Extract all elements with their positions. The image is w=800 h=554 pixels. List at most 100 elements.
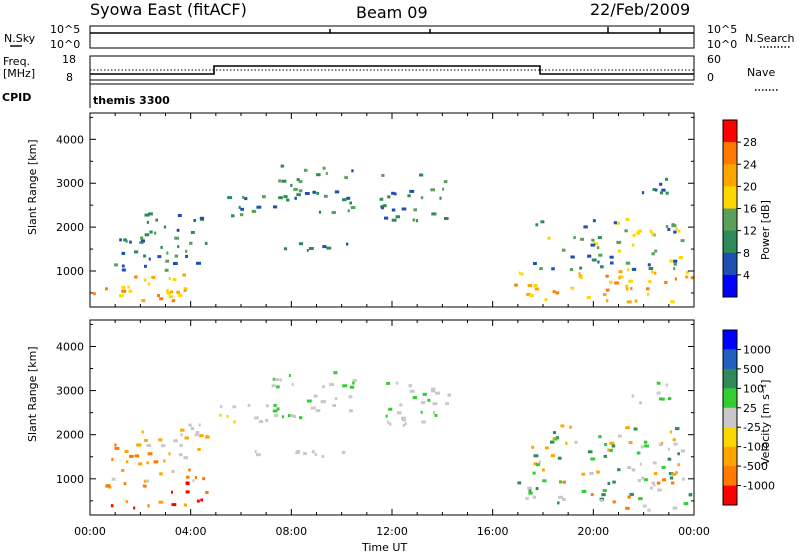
power-cell [325, 172, 328, 175]
velocity-cell [435, 391, 440, 395]
velocity-cell [133, 506, 136, 510]
power-cell [283, 247, 288, 251]
power-cell [129, 240, 132, 244]
velocity-cell [198, 423, 201, 427]
power-cell [673, 230, 677, 234]
power-cell [590, 243, 596, 247]
power-cell [148, 212, 153, 216]
power-cell [105, 287, 108, 291]
velocity-cell [671, 481, 675, 485]
power-cell [346, 196, 351, 200]
power-cell [168, 277, 171, 280]
power-cell [671, 224, 677, 228]
velocity-cell [633, 427, 638, 431]
velocity-cell [124, 450, 129, 453]
velocity-colorbar-tick-label: -1000 [743, 480, 775, 493]
power-cell [654, 249, 658, 253]
velocity-cell [421, 420, 426, 424]
freq-label-line1: Freq. [3, 55, 30, 68]
power-cell [665, 191, 669, 195]
velocity-cell [629, 492, 634, 496]
velocity-cell [420, 401, 426, 405]
power-cell [154, 231, 157, 235]
velocity-cell [680, 449, 685, 453]
power-cell [673, 259, 678, 263]
velocity-cell [550, 440, 555, 444]
nave-label: Nave [747, 66, 775, 79]
power-cell [167, 292, 171, 295]
power-colorbar-tick-label: 16 [743, 203, 757, 216]
power-cell [144, 264, 147, 268]
power-cell [316, 173, 321, 177]
power-cell [381, 206, 384, 210]
power-cell [312, 190, 316, 194]
x-tick-label: 20:00 [577, 525, 609, 538]
velocity-colorbar-tick-label: 1000 [743, 343, 771, 356]
power-cell [227, 196, 233, 200]
velocity-cell [114, 443, 117, 447]
power-cell [322, 166, 326, 170]
power-cell [125, 239, 128, 243]
velocity-cell [517, 481, 522, 485]
velocity-cell [195, 431, 200, 434]
velocity-cell [617, 468, 621, 472]
velocity-cell [385, 414, 388, 418]
power-cell [617, 249, 621, 253]
velocity-colorbar-tick-label: 500 [743, 363, 764, 376]
freq-right-tick-bottom: 0 [707, 71, 714, 84]
velocity-cell [560, 424, 565, 428]
velocity-cell [639, 462, 642, 466]
velocity-cell [607, 482, 611, 485]
power-colorbar-swatch [723, 164, 737, 187]
power-cell [529, 294, 534, 297]
power-cell [177, 245, 180, 249]
velocity-cell [401, 416, 406, 420]
velocity-cell [672, 506, 678, 510]
power-cell [439, 196, 442, 200]
power-cell [183, 287, 188, 291]
power-cell [647, 263, 651, 267]
power-cell [593, 242, 598, 246]
power-cell [667, 228, 671, 231]
power-cell [342, 198, 347, 202]
velocity-cell [322, 385, 325, 389]
power-colorbar: 28 24 20 16 12 8 4 [722, 119, 757, 298]
power-cell [144, 213, 150, 217]
velocity-cell [627, 466, 632, 469]
velocity-cell [299, 416, 303, 420]
power-cell [344, 176, 348, 180]
velocity-cell [661, 397, 665, 401]
velocity-cell [342, 384, 348, 388]
power-cell [293, 187, 298, 191]
power-cell [652, 188, 656, 192]
velocity-cell [658, 443, 663, 447]
power-cell [256, 205, 262, 209]
power-cell [416, 219, 418, 223]
power-cell [176, 228, 180, 232]
power-colorbar-tick-label: 4 [743, 269, 750, 282]
velocity-ytick-label: 2000 [56, 429, 84, 442]
power-cell [395, 215, 401, 219]
velocity-cell [638, 497, 643, 501]
power-cell [596, 246, 600, 250]
freq-left-tick-bottom: 8 [66, 71, 73, 84]
velocity-cell [194, 476, 197, 479]
velocity-colorbar-swatch [723, 330, 737, 350]
velocity-cell [123, 482, 127, 486]
power-cell [141, 299, 146, 303]
power-cell [391, 191, 395, 195]
velocity-cell [644, 444, 649, 448]
power-cell [185, 249, 188, 253]
power-cell [597, 236, 602, 240]
power-cell [190, 231, 195, 234]
velocity-cell [288, 374, 291, 377]
x-tick-label: 08:00 [275, 525, 307, 538]
velocity-cell [303, 452, 307, 455]
velocity-cell [141, 430, 144, 434]
power-cell [394, 192, 397, 196]
velocity-cell [232, 405, 237, 409]
velocity-cell [603, 454, 607, 458]
power-cell [659, 191, 663, 195]
velocity-cell [322, 400, 327, 404]
power-cell [592, 219, 596, 223]
